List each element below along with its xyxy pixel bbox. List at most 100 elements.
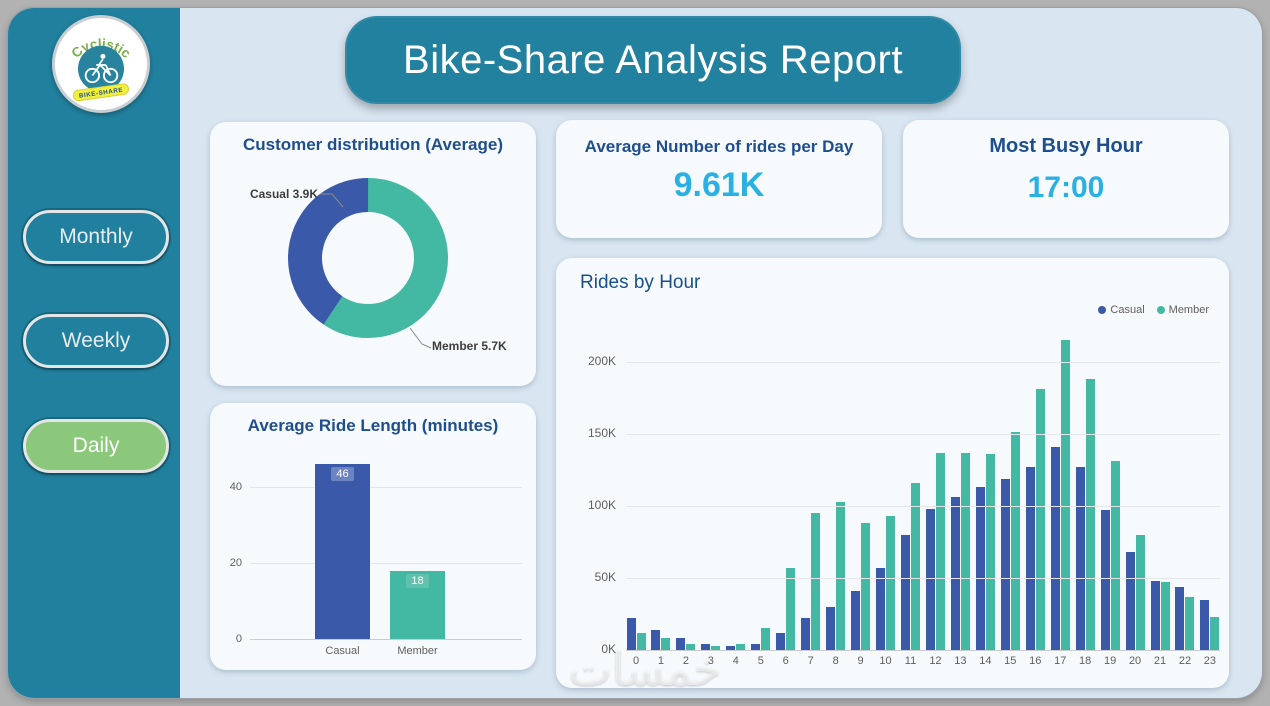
- y-axis-tick-label: 150K: [587, 425, 616, 440]
- hour-bars: [1100, 310, 1120, 650]
- x-axis-tick-label: 15: [1004, 655, 1017, 667]
- bar-member-hour-10[interactable]: [886, 516, 896, 650]
- bar-casual[interactable]: 46: [315, 464, 370, 639]
- x-axis-tick-label: 19: [1103, 655, 1117, 667]
- avg-rides-title: Average Number of rides per Day: [584, 137, 854, 156]
- y-axis-tick-label: 0: [235, 633, 242, 645]
- gridline: [250, 639, 522, 640]
- rides-by-hour-card: Rides by Hour Casual Member 0 1 2 3 4 5 6 7 8 9 10…: [556, 258, 1229, 688]
- hour-group: 2: [676, 310, 696, 668]
- hour-group: 9: [851, 310, 871, 668]
- sidebar-button-monthly[interactable]: Monthly: [23, 210, 169, 264]
- x-axis-tick-label: 8: [832, 655, 839, 667]
- bar-casual-hour-22[interactable]: [1175, 586, 1185, 650]
- bar-casual-hour-0[interactable]: [626, 618, 636, 650]
- bar-member-hour-18[interactable]: [1085, 379, 1095, 650]
- x-axis-tick-label: 16: [1029, 655, 1042, 667]
- rides-by-hour-groups: 0 1 2 3 4 5 6 7 8 9 10 11 12 13 14 15 16 17 18 19 20 21 22 23: [626, 310, 1220, 668]
- bar-member-hour-16[interactable]: [1035, 389, 1045, 650]
- bar-casual-hour-11[interactable]: [900, 534, 910, 650]
- bar-casual-hour-16[interactable]: [1025, 467, 1035, 650]
- sidebar-button-daily[interactable]: Daily: [23, 419, 169, 473]
- bar-casual-hour-15[interactable]: [1000, 478, 1010, 650]
- bar-casual-hour-21[interactable]: [1150, 580, 1160, 650]
- y-axis-tick-label: 0K: [601, 642, 616, 656]
- hour-group: 1: [651, 310, 671, 668]
- hour-group: 5: [751, 310, 771, 668]
- ride-length-plot: 0 20 40 46 Casual 18 Member: [210, 403, 536, 670]
- avg-rides-value: 9.61K: [673, 166, 765, 204]
- x-axis-tick-label: 9: [857, 655, 864, 667]
- bar-casual-hour-5[interactable]: [751, 644, 761, 650]
- bar-casual-hour-7[interactable]: [801, 618, 811, 650]
- bar-member-hour-0[interactable]: [636, 632, 646, 650]
- hour-group: 11: [900, 310, 920, 668]
- legend-item-casual[interactable]: Casual: [1098, 304, 1145, 316]
- bar-casual-hour-3[interactable]: [701, 644, 711, 650]
- bar-casual-hour-20[interactable]: [1125, 552, 1135, 650]
- hour-bars: [876, 310, 896, 650]
- bar-casual-hour-17[interactable]: [1050, 446, 1060, 650]
- bar-member-hour-4[interactable]: [736, 644, 746, 650]
- bar-member-hour-14[interactable]: [985, 454, 995, 650]
- bar-member-hour-2[interactable]: [686, 644, 696, 650]
- gridline: [626, 361, 1220, 363]
- page-title: Bike-Share Analysis Report: [403, 37, 903, 82]
- bar-casual-hour-6[interactable]: [776, 632, 786, 650]
- sidebar-button-label: Weekly: [61, 329, 131, 352]
- bar-casual-hour-18[interactable]: [1075, 467, 1085, 650]
- bar-casual-hour-19[interactable]: [1100, 510, 1110, 650]
- bar-member-hour-1[interactable]: [661, 638, 671, 650]
- bar-member-hour-20[interactable]: [1135, 534, 1145, 650]
- bar-casual-hour-23[interactable]: [1200, 599, 1210, 650]
- bar-casual-hour-2[interactable]: [676, 638, 686, 650]
- hour-group: 7: [801, 310, 821, 668]
- bar-member-hour-19[interactable]: [1110, 461, 1120, 650]
- hour-bars: [676, 310, 696, 650]
- gridline: [626, 505, 1220, 507]
- bar-member-hour-7[interactable]: [811, 513, 821, 650]
- bar-member-hour-3[interactable]: [711, 645, 721, 650]
- x-axis-tick-label: 13: [954, 655, 967, 667]
- bar-member-hour-21[interactable]: [1160, 582, 1170, 650]
- bar-casual-hour-12[interactable]: [925, 508, 935, 650]
- x-axis-tick-label: 14: [979, 655, 992, 667]
- x-axis-tick-label: 21: [1153, 655, 1167, 667]
- hour-bars: [851, 310, 871, 650]
- bar-casual-hour-9[interactable]: [851, 590, 861, 650]
- bar-member-hour-23[interactable]: [1210, 616, 1220, 650]
- donut-label-member: Member 5.7K: [432, 339, 507, 353]
- sidebar-button-weekly[interactable]: Weekly: [23, 314, 169, 368]
- bar-member-hour-6[interactable]: [786, 567, 796, 650]
- bar-casual-hour-13[interactable]: [950, 497, 960, 650]
- hour-bars: [1150, 310, 1170, 650]
- bar-member-hour-8[interactable]: [836, 501, 846, 650]
- hour-group: 21: [1150, 310, 1170, 668]
- hour-bars: [900, 310, 920, 650]
- bar-member-hour-11[interactable]: [910, 482, 920, 650]
- bar-member-hour-15[interactable]: [1010, 432, 1020, 650]
- bar-casual-hour-8[interactable]: [826, 606, 836, 650]
- bar-member-hour-5[interactable]: [761, 628, 771, 650]
- donut-chart[interactable]: [210, 122, 536, 386]
- bar-member-hour-13[interactable]: [960, 452, 970, 650]
- rides-by-hour-title: Rides by Hour: [580, 272, 701, 293]
- bar-member-hour-9[interactable]: [861, 523, 871, 650]
- bar-member-hour-22[interactable]: [1185, 596, 1195, 650]
- legend-item-member[interactable]: Member: [1156, 304, 1209, 316]
- hour-group: 18: [1075, 310, 1095, 668]
- bar-casual-hour-4[interactable]: [726, 645, 736, 650]
- bar-member-hour-17[interactable]: [1060, 340, 1070, 650]
- hour-bars: [925, 310, 945, 650]
- hour-group: 22: [1175, 310, 1195, 668]
- dashboard-root: Cyclistic BIKE-SHARE Monthly Weekly Dail…: [8, 8, 1262, 698]
- gridline: [626, 433, 1220, 435]
- bar-value-label: 18: [406, 573, 429, 588]
- bar-member[interactable]: 18: [390, 570, 445, 639]
- bar-casual-hour-10[interactable]: [876, 567, 886, 650]
- gridline: [250, 563, 522, 564]
- bar-casual-hour-14[interactable]: [975, 487, 985, 650]
- hour-group: 15: [1000, 310, 1020, 668]
- bar-casual-hour-1[interactable]: [651, 629, 661, 650]
- bar-member-hour-12[interactable]: [935, 452, 945, 650]
